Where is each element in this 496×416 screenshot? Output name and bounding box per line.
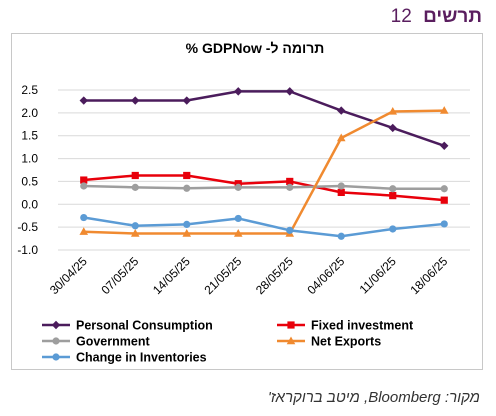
- legend: Personal Consumption Fixed investment Gove…: [42, 319, 414, 365]
- data-point: [131, 171, 139, 180]
- data-point: [388, 106, 398, 115]
- chart-header: תרשים 12: [391, 6, 482, 28]
- legend-item: Government: [42, 335, 150, 349]
- series-2: [80, 171, 448, 204]
- y-tick-label: 2.0: [21, 106, 38, 120]
- legend-swatch-marker: [287, 321, 295, 329]
- data-point: [337, 106, 346, 115]
- legend-swatch-marker: [51, 320, 61, 330]
- series-line: [83, 184, 445, 190]
- series-5: [80, 213, 448, 240]
- y-tick-label: 0.0: [21, 197, 38, 211]
- data-point: [389, 225, 397, 233]
- legend-swatch-marker: [52, 337, 60, 345]
- data-point: [183, 171, 191, 180]
- x-tick-label: 21/05/25: [201, 254, 244, 297]
- series-3: [80, 182, 448, 193]
- x-axis-ticks: 30/04/25 07/05/25 14/05/25 21/05/25 28/05/25…: [47, 254, 451, 297]
- data-point: [79, 227, 89, 235]
- data-point: [182, 229, 192, 237]
- legend-label: Fixed investment: [311, 319, 414, 333]
- legend-label: Net Exports: [311, 335, 381, 349]
- data-point: [337, 232, 345, 240]
- data-point: [131, 96, 140, 105]
- data-point: [130, 229, 140, 237]
- data-point: [440, 141, 449, 150]
- data-point: [388, 123, 397, 133]
- data-point: [440, 185, 448, 193]
- legend-label: Change in Inventories: [76, 351, 207, 365]
- y-tick-label: -1.0: [17, 243, 38, 257]
- data-point: [79, 96, 88, 105]
- data-point: [439, 106, 449, 114]
- series-line: [83, 109, 445, 235]
- y-tick-label: -0.5: [17, 220, 38, 234]
- series-line: [83, 90, 445, 147]
- data-point: [234, 183, 242, 191]
- data-point: [233, 229, 243, 237]
- series-1: [79, 87, 449, 150]
- series-lines: [79, 87, 449, 240]
- data-point: [286, 183, 294, 191]
- x-tick-label: 11/06/25: [357, 254, 400, 297]
- y-tick-label: 0.5: [21, 174, 38, 188]
- data-point: [80, 182, 88, 190]
- x-tick-label: 14/05/25: [150, 254, 193, 297]
- data-point: [80, 176, 88, 184]
- data-point: [336, 133, 346, 142]
- legend-label: Personal Consumption: [76, 319, 213, 333]
- data-point: [440, 196, 448, 204]
- data-point: [285, 87, 294, 96]
- data-point: [131, 222, 139, 230]
- data-point: [389, 192, 397, 200]
- data-point: [337, 188, 345, 196]
- legend-label: Government: [76, 335, 150, 349]
- y-tick-label: 1.0: [21, 152, 38, 166]
- legend-item: Net Exports: [277, 335, 381, 349]
- data-point: [234, 87, 243, 96]
- x-tick-label: 18/06/25: [407, 254, 450, 297]
- x-tick-label: 07/05/25: [98, 254, 141, 297]
- y-axis-ticks: 2.5 2.0 1.5 1.0 0.5 0.0 -0.5 -1.0: [17, 83, 38, 257]
- data-point: [440, 220, 448, 228]
- data-point: [182, 96, 191, 105]
- data-point: [286, 177, 294, 186]
- chart-frame: [11, 33, 483, 370]
- data-point: [234, 180, 242, 188]
- chart-title: תרומה ל- GDPNow %: [186, 40, 325, 56]
- data-point: [183, 220, 191, 228]
- gridlines: [58, 89, 470, 251]
- legend-item: Personal Consumption: [42, 319, 213, 333]
- x-tick-label: 28/05/25: [253, 254, 296, 297]
- series-line: [83, 216, 445, 238]
- series-4: [79, 106, 449, 237]
- data-point: [286, 226, 294, 234]
- series-line: [83, 174, 445, 202]
- x-tick-label: 04/06/25: [304, 254, 347, 297]
- x-tick-label: 30/04/25: [47, 254, 90, 297]
- data-point: [389, 185, 397, 193]
- source-note: מקור: Bloomberg, מיטב ברוקראז': [267, 389, 480, 406]
- data-point: [131, 183, 139, 191]
- y-tick-label: 1.5: [21, 129, 38, 143]
- data-point: [183, 184, 191, 192]
- legend-item: Fixed investment: [277, 319, 414, 333]
- data-point: [337, 182, 345, 190]
- data-point: [234, 214, 242, 223]
- legend-swatch-marker: [52, 353, 60, 361]
- data-point: [80, 213, 88, 222]
- chart-header-number: 12: [390, 6, 412, 27]
- legend-item: Change in Inventories: [42, 351, 207, 365]
- legend-swatch-marker: [286, 336, 296, 345]
- y-tick-label: 2.5: [21, 83, 38, 97]
- chart-header-title: תרשים: [423, 6, 482, 27]
